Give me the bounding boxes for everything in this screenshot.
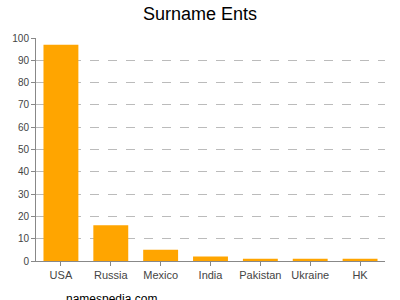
- svg-text:Mexico: Mexico: [143, 269, 178, 281]
- svg-text:70: 70: [18, 99, 30, 110]
- svg-text:90: 90: [18, 55, 30, 66]
- svg-text:50: 50: [18, 144, 30, 155]
- svg-text:0: 0: [23, 256, 29, 267]
- svg-text:80: 80: [18, 77, 30, 88]
- svg-text:USA: USA: [50, 269, 73, 281]
- svg-text:Ukraine: Ukraine: [291, 269, 329, 281]
- svg-text:Pakistan: Pakistan: [239, 269, 281, 281]
- svg-text:100: 100: [12, 33, 29, 44]
- svg-text:namespedia.com: namespedia.com: [66, 292, 157, 300]
- svg-text:60: 60: [18, 122, 30, 133]
- svg-text:40: 40: [18, 166, 30, 177]
- svg-text:20: 20: [18, 211, 30, 222]
- svg-text:Surname Ents: Surname Ents: [143, 4, 257, 24]
- svg-text:HK: HK: [352, 269, 368, 281]
- svg-text:10: 10: [18, 233, 30, 244]
- svg-text:Russia: Russia: [94, 269, 129, 281]
- svg-text:30: 30: [18, 189, 30, 200]
- svg-text:India: India: [199, 269, 224, 281]
